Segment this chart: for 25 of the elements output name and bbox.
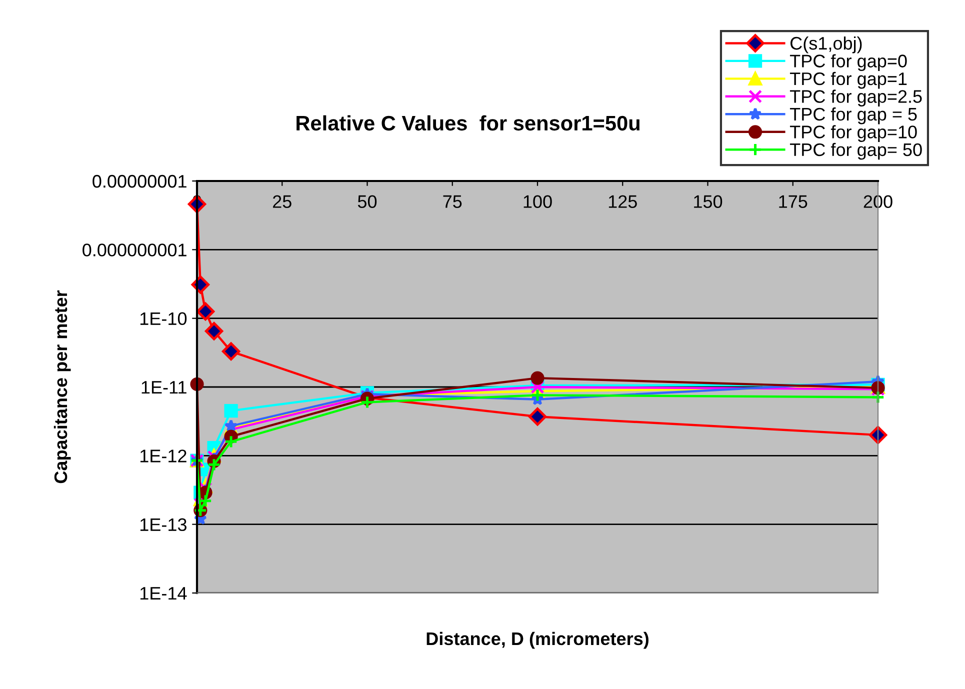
y-axis-title: Capacitance per meter (54, 290, 71, 484)
legend-label: TPC for gap=1 (790, 72, 907, 89)
x-tick-label: 75 (443, 195, 462, 208)
legend-label: TPC for gap= 50 (790, 142, 922, 160)
legend-label: C(s1,obj) (790, 36, 862, 54)
y-tick-label: 1E-13 (140, 518, 186, 532)
legend-label: TPC for gap=0 (790, 54, 907, 72)
x-tick-label: 200 (864, 195, 892, 208)
x-tick-label: 100 (524, 195, 552, 208)
y-tick-label: 0.000000001 (82, 244, 186, 256)
x-tick-label: 25 (272, 195, 292, 208)
legend-label: TPC for gap=2.5 (790, 90, 922, 106)
y-tick-label: 1E-12 (140, 450, 186, 462)
legend-label: TPC for gap=10 (790, 125, 917, 142)
y-tick-label: 1E-11 (142, 381, 186, 394)
chart-title: Relative C Values for sensor1=50u (296, 115, 640, 131)
x-tick-label: 125 (608, 195, 637, 208)
y-tick-label: 0.00000001 (92, 174, 186, 188)
x-tick-label: 50 (358, 195, 377, 208)
x-tick-label: 150 (694, 195, 722, 208)
y-tick-label: 1E-10 (140, 312, 187, 326)
y-tick-label: 1E-14 (140, 587, 187, 600)
legend-label: TPC for gap = 5 (790, 107, 917, 124)
x-axis-title: Distance, D (micrometers) (426, 632, 648, 649)
x-tick-label: 175 (779, 195, 808, 208)
